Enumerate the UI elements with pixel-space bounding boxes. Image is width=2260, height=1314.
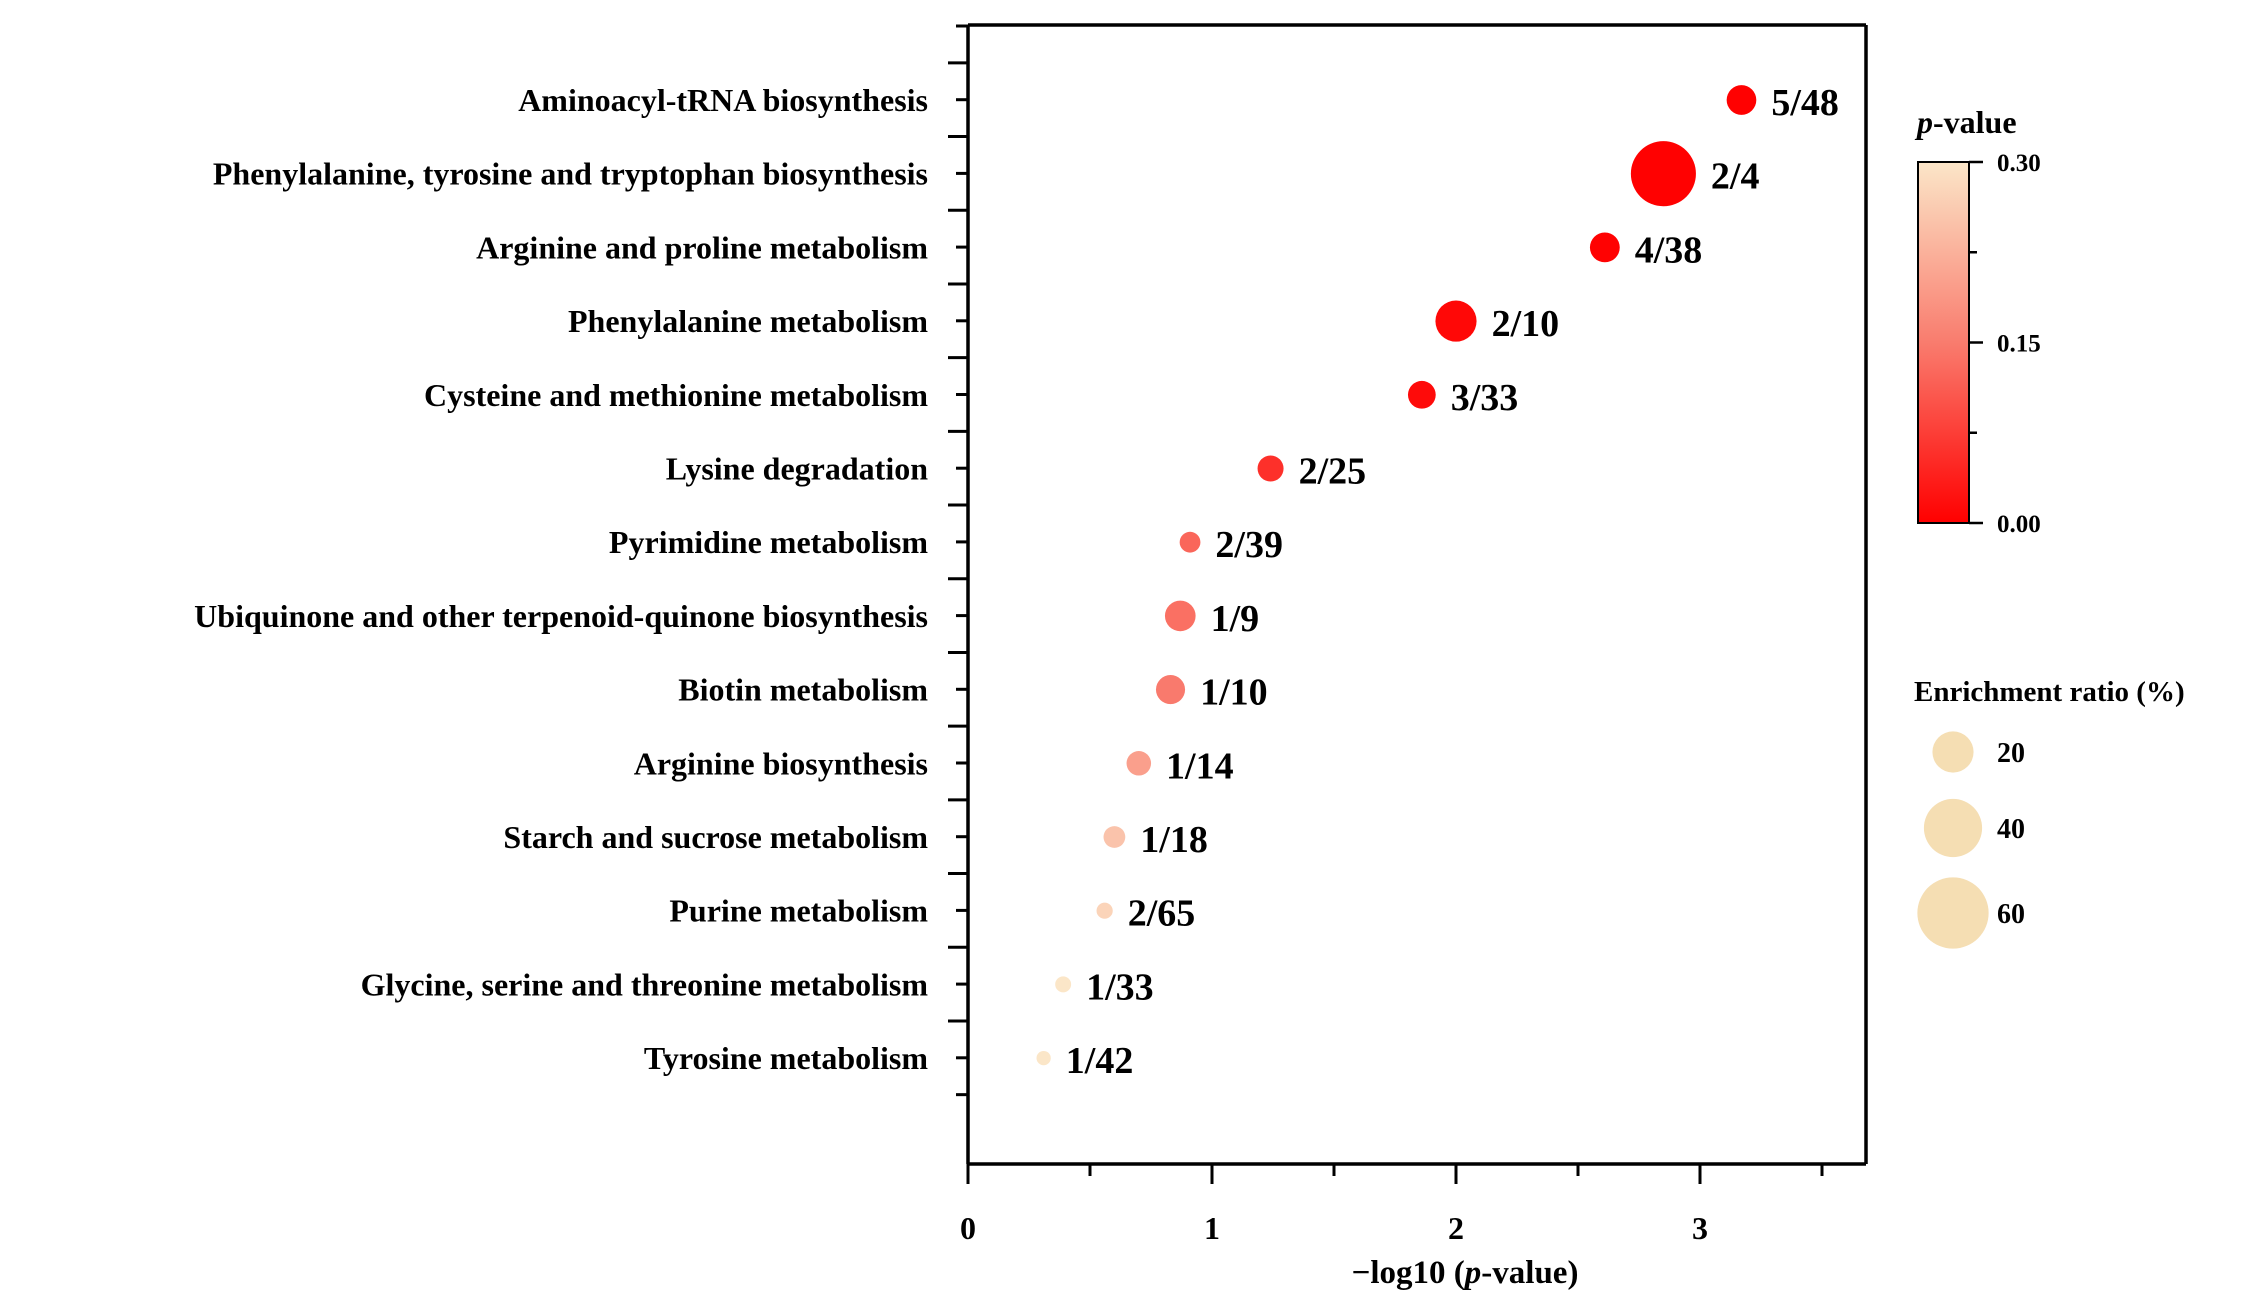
category-label: Tyrosine metabolism	[644, 1040, 928, 1076]
data-point	[1435, 300, 1477, 342]
data-point	[1179, 531, 1201, 553]
category-label: Arginine biosynthesis	[634, 745, 928, 781]
x-tick-label: 1	[1204, 1210, 1220, 1246]
category-label: Starch and sucrose metabolism	[503, 819, 928, 855]
data-points	[1036, 85, 1757, 1066]
data-point	[1036, 1050, 1051, 1066]
category-label: Pyrimidine metabolism	[609, 524, 928, 560]
p-value-color-bar	[1917, 161, 1970, 524]
x-tick-labels: 0 1 2 3	[960, 1210, 1708, 1246]
y-axis-ticks	[948, 24, 968, 1097]
category-label: Glycine, serine and threonine metabolism	[361, 966, 929, 1002]
data-point	[1726, 85, 1757, 115]
data-point	[1126, 751, 1152, 776]
data-label: 2/25	[1299, 451, 1367, 493]
category-label: Arginine and proline metabolism	[476, 229, 928, 265]
size-legend-label: 20	[1997, 738, 2025, 769]
data-label: 3/33	[1451, 377, 1519, 419]
data-label: 1/9	[1211, 598, 1260, 640]
x-axis-ticks	[966, 1164, 1824, 1184]
enrichment-ratio-legend: Enrichment ratio (%) 20 40 60	[1914, 676, 2185, 949]
category-label: Lysine degradation	[666, 451, 928, 487]
data-label: 1/33	[1086, 966, 1154, 1008]
y-category-labels: Aminoacyl-tRNA biosynthesis Phenylalanine…	[194, 82, 928, 1076]
category-label: Cysteine and methionine metabolism	[424, 377, 928, 413]
data-point	[1096, 902, 1113, 919]
data-point	[1164, 600, 1196, 632]
p-value-legend-title: p-value	[1914, 104, 2017, 140]
enrichment-ratio-legend-title: Enrichment ratio (%)	[1914, 676, 2185, 708]
data-label: 4/38	[1635, 229, 1703, 271]
category-label: Aminoacyl-tRNA biosynthesis	[518, 82, 928, 118]
data-label: 1/14	[1166, 745, 1234, 787]
size-legend-circle	[1923, 798, 1983, 858]
data-label: 1/18	[1140, 819, 1208, 861]
p-value-legend-tick-label: 0.30	[1997, 150, 2041, 177]
p-value-legend-tick-label: 0.15	[1997, 331, 2041, 358]
category-label: Ubiquinone and other terpenoid-quinone b…	[194, 598, 928, 634]
data-label: 2/39	[1215, 524, 1283, 566]
data-label: 2/4	[1711, 156, 1760, 198]
data-label: 2/65	[1128, 893, 1196, 935]
size-legend-circle	[1917, 877, 1989, 949]
data-point	[1407, 380, 1436, 409]
category-label: Biotin metabolism	[678, 672, 928, 708]
category-label: Phenylalanine, tyrosine and tryptophan b…	[213, 156, 928, 192]
data-point	[1055, 976, 1072, 993]
x-tick-label: 0	[960, 1210, 976, 1246]
data-point	[1103, 826, 1126, 848]
data-label: 2/10	[1492, 303, 1560, 345]
plot-axes	[966, 23, 1868, 1166]
data-point	[1257, 455, 1284, 482]
data-point	[1155, 675, 1186, 705]
p-value-legend-tick-label: 0.00	[1997, 511, 2041, 538]
data-labels: 5/48 2/44/38 2/10 3/33 2/25 2/39 1/9 1/10 1/14 1/…	[1066, 82, 1839, 1082]
size-legend-label: 40	[1997, 814, 2025, 845]
data-label: 1/42	[1066, 1040, 1134, 1082]
size-legend-circle	[1932, 731, 1974, 773]
size-legend-label: 60	[1997, 899, 2025, 930]
x-tick-label: 2	[1448, 1210, 1464, 1246]
x-tick-label: 3	[1692, 1210, 1708, 1246]
x-axis-label: −log10 (p-value)	[1352, 1255, 1579, 1291]
data-label: 1/10	[1200, 672, 1268, 714]
enrichment-ratio-legend-entries: 20 40 60	[1917, 731, 2025, 949]
p-value-legend: p-value 0.30 0.15 0.00	[1914, 104, 2041, 538]
p-value-legend-ticks: 0.30 0.15 0.00	[1969, 150, 2041, 538]
data-label: 5/48	[1771, 82, 1839, 124]
data-point	[1589, 232, 1620, 263]
category-label: Purine metabolism	[669, 893, 928, 929]
category-label: Phenylalanine metabolism	[568, 303, 928, 339]
data-point	[1630, 141, 1696, 207]
